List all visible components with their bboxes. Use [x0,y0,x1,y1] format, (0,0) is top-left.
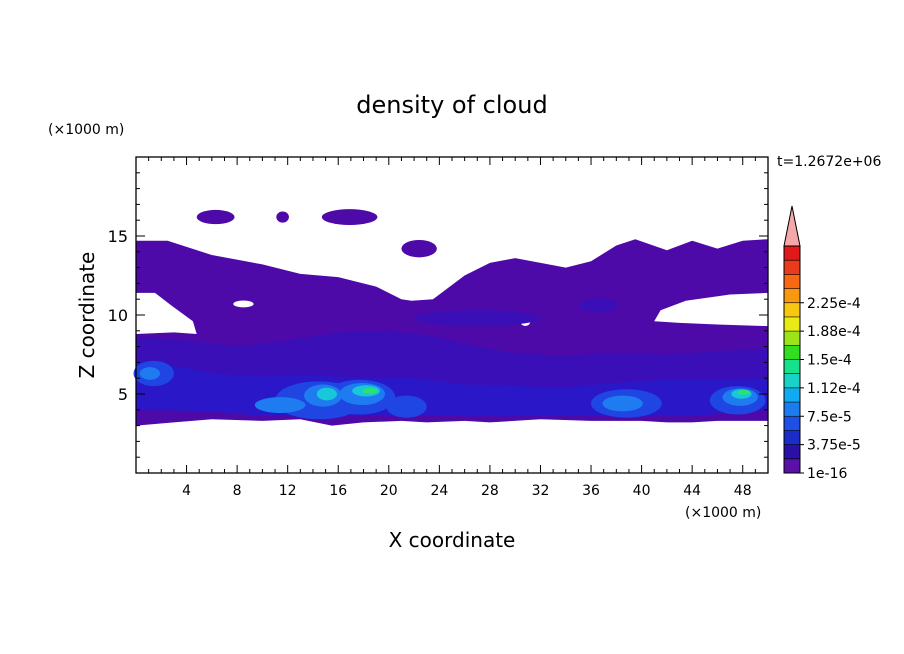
y-axis-ticks: 5 10 15 [108,172,768,458]
chart-title: density of cloud [356,91,547,119]
y-axis-label: Z coordinate [75,252,99,379]
cloud-gap [136,292,197,334]
colorbar-overflow-arrow [783,205,801,247]
x-tick-label: 24 [430,483,448,499]
cloud-core-lightblue [254,397,306,413]
cloud-upper-patch [321,209,378,225]
y-tick-label: 15 [108,227,128,246]
colorbar: 1e-16 3.75e-5 7.5e-5 1.12e-4 1.5e-4 1.88e-4 2.… [783,205,861,482]
cloud-mid-streak [414,310,541,327]
x-tick-label: 20 [380,483,398,499]
time-stamp: t=1.2672e+06 [777,154,881,170]
colorbar-segment [784,387,800,403]
cloud-core-lightblue [602,395,643,412]
colorbar-label: 1e-16 [807,466,847,482]
cloud-core-green [362,387,378,394]
x-tick-label: 4 [182,483,191,499]
x-tick-label: 44 [683,483,701,499]
colorbar-segment [784,373,800,389]
colorbar-label: 1.5e-4 [807,353,852,369]
x-tick-label: 8 [233,483,242,499]
colorbar-segment [784,416,800,431]
x-tick-label: 28 [481,483,499,499]
colorbar-label: 1.88e-4 [807,324,861,340]
colorbar-segment [784,246,800,261]
colorbar-segment [784,274,800,290]
colorbar-label: 3.75e-5 [807,438,861,454]
colorbar-segment [784,288,800,304]
cloud-upper-patch [196,209,235,225]
x-unit-label: (×1000 m) [685,505,761,521]
colorbar-segment [784,430,800,446]
x-axis-label: X coordinate [389,528,516,552]
x-tick-label: 40 [633,483,651,499]
colorbar-segment [784,302,800,318]
cloud-core-blue [386,395,427,418]
cloud-core-lightblue [139,367,161,380]
colorbar-segment [784,345,800,360]
x-tick-label: 12 [279,483,297,499]
colorbar-segment [784,444,800,460]
colorbar-label: 2.25e-4 [807,296,861,312]
colorbar-label: 7.5e-5 [807,409,852,425]
cloud-upper-patch [276,211,289,223]
x-tick-label: 36 [582,483,600,499]
colorbar-segment [784,359,800,375]
cloud-upper-patch [401,239,437,258]
cloud-gap [233,300,254,308]
x-axis-ticks: 4 8 12 16 20 24 28 32 36 40 44 48 [148,157,756,499]
x-tick-label: 48 [734,483,752,499]
cloud-mid-streak [579,298,618,313]
colorbar-label: 1.12e-4 [807,381,861,397]
cloud-gap [654,292,768,327]
colorbar-segment [784,458,800,474]
contour-fill-regions [133,209,768,426]
y-tick-label: 10 [108,306,128,325]
colorbar-segment [784,260,800,275]
y-tick-label: 5 [118,385,128,404]
colorbar-segment [784,331,800,346]
colorbar-segment [784,316,800,332]
cloud-core-cyan [316,387,337,401]
colorbar-segment [784,402,800,417]
y-unit-label: (×1000 m) [48,122,124,138]
x-tick-label: 32 [532,483,550,499]
x-tick-label: 16 [329,483,347,499]
cloud-core-green [737,390,751,395]
